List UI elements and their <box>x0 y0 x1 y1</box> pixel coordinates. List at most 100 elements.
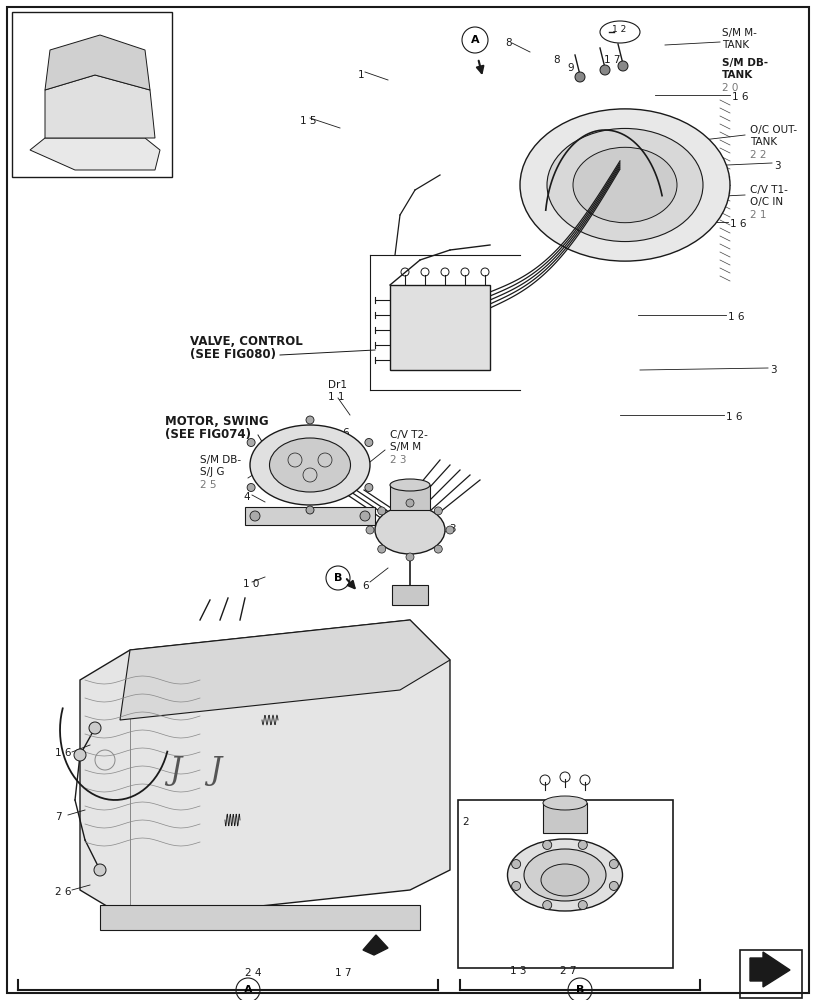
Text: 1 3: 1 3 <box>440 524 456 534</box>
Text: S/J G: S/J G <box>200 467 224 477</box>
Text: 2 7: 2 7 <box>560 966 576 976</box>
Text: (SEE FIG080): (SEE FIG080) <box>190 348 276 361</box>
Text: 1 2: 1 2 <box>612 25 626 34</box>
Ellipse shape <box>269 438 351 492</box>
Polygon shape <box>363 935 388 955</box>
Text: 2 0: 2 0 <box>722 83 738 93</box>
Text: Dr1: Dr1 <box>328 380 347 390</box>
Text: 8: 8 <box>505 38 512 48</box>
Text: 1 0: 1 0 <box>243 579 259 589</box>
Text: 1 1: 1 1 <box>328 392 344 402</box>
Text: 8: 8 <box>553 55 560 65</box>
Circle shape <box>306 416 314 424</box>
Circle shape <box>247 484 255 491</box>
Ellipse shape <box>375 506 445 554</box>
Circle shape <box>250 511 260 521</box>
Text: 2: 2 <box>462 817 468 827</box>
Text: O/C IN: O/C IN <box>750 197 783 207</box>
Text: C/V T1-: C/V T1- <box>750 185 788 195</box>
Text: S/M M-: S/M M- <box>722 28 757 38</box>
Text: VALVE, CONTROL: VALVE, CONTROL <box>190 335 303 348</box>
Text: 1 6: 1 6 <box>728 312 744 322</box>
Text: C/V T2-: C/V T2- <box>390 430 428 440</box>
Text: 2 4: 2 4 <box>245 968 261 978</box>
Text: 2 2: 2 2 <box>750 150 766 160</box>
Circle shape <box>365 484 373 491</box>
Circle shape <box>89 722 101 734</box>
Text: TANK: TANK <box>722 40 749 50</box>
Text: 1 5: 1 5 <box>300 116 317 126</box>
Circle shape <box>365 438 373 446</box>
Bar <box>390 485 430 510</box>
Text: 2 3: 2 3 <box>390 455 406 465</box>
Circle shape <box>406 553 414 561</box>
Bar <box>543 803 587 833</box>
Circle shape <box>74 749 86 761</box>
Circle shape <box>446 526 454 534</box>
Polygon shape <box>120 620 450 720</box>
Text: 3: 3 <box>774 161 781 171</box>
Text: J: J <box>209 754 221 786</box>
Text: TANK: TANK <box>750 137 777 147</box>
Ellipse shape <box>508 839 623 911</box>
Text: (SEE FIG074): (SEE FIG074) <box>165 428 251 441</box>
Text: 1 7: 1 7 <box>604 55 620 65</box>
Circle shape <box>366 526 374 534</box>
Polygon shape <box>80 620 450 920</box>
Circle shape <box>579 901 588 910</box>
Ellipse shape <box>390 479 430 491</box>
Bar <box>390 285 490 370</box>
Circle shape <box>543 840 552 849</box>
Circle shape <box>434 545 442 553</box>
Text: 1 6: 1 6 <box>730 219 747 229</box>
Text: MOTOR, SWING: MOTOR, SWING <box>165 415 268 428</box>
Circle shape <box>378 507 386 515</box>
Bar <box>740 950 802 998</box>
Text: 1 3: 1 3 <box>510 966 526 976</box>
Polygon shape <box>45 75 155 138</box>
Circle shape <box>94 864 106 876</box>
Text: J: J <box>169 754 181 786</box>
Text: 4: 4 <box>243 492 250 502</box>
Text: S/M DB-: S/M DB- <box>200 455 241 465</box>
Text: O/C OUT-: O/C OUT- <box>750 125 797 135</box>
Bar <box>392 585 428 605</box>
Text: S/M DB-: S/M DB- <box>722 58 768 68</box>
Text: 6: 6 <box>362 581 369 591</box>
Text: A: A <box>244 985 252 995</box>
Text: 1 6: 1 6 <box>726 412 743 422</box>
Circle shape <box>610 860 619 869</box>
Circle shape <box>600 65 610 75</box>
Ellipse shape <box>543 796 587 810</box>
Circle shape <box>247 438 255 446</box>
Text: 2 5: 2 5 <box>200 480 216 490</box>
Text: S/M M: S/M M <box>390 442 421 452</box>
Bar <box>458 800 673 968</box>
Circle shape <box>434 507 442 515</box>
Circle shape <box>610 881 619 890</box>
Circle shape <box>306 506 314 514</box>
Text: 1 6: 1 6 <box>55 748 72 758</box>
Circle shape <box>378 545 386 553</box>
Text: 1 6: 1 6 <box>732 92 748 102</box>
Text: TANK: TANK <box>722 70 753 80</box>
Bar <box>245 507 375 525</box>
Text: B: B <box>334 573 342 583</box>
Text: B: B <box>576 985 584 995</box>
Circle shape <box>512 860 521 869</box>
Text: 7: 7 <box>55 812 62 822</box>
Circle shape <box>543 901 552 910</box>
Bar <box>12 12 172 177</box>
Text: 1: 1 <box>358 70 365 80</box>
Circle shape <box>579 840 588 849</box>
Polygon shape <box>45 35 150 90</box>
Polygon shape <box>30 138 160 170</box>
Circle shape <box>406 499 414 507</box>
Text: 2 1: 2 1 <box>750 210 766 220</box>
Circle shape <box>618 61 628 71</box>
Text: A: A <box>471 35 479 45</box>
Text: 6: 6 <box>342 428 348 438</box>
Bar <box>100 905 420 930</box>
Text: 3: 3 <box>770 365 777 375</box>
Text: 1 7: 1 7 <box>335 968 352 978</box>
